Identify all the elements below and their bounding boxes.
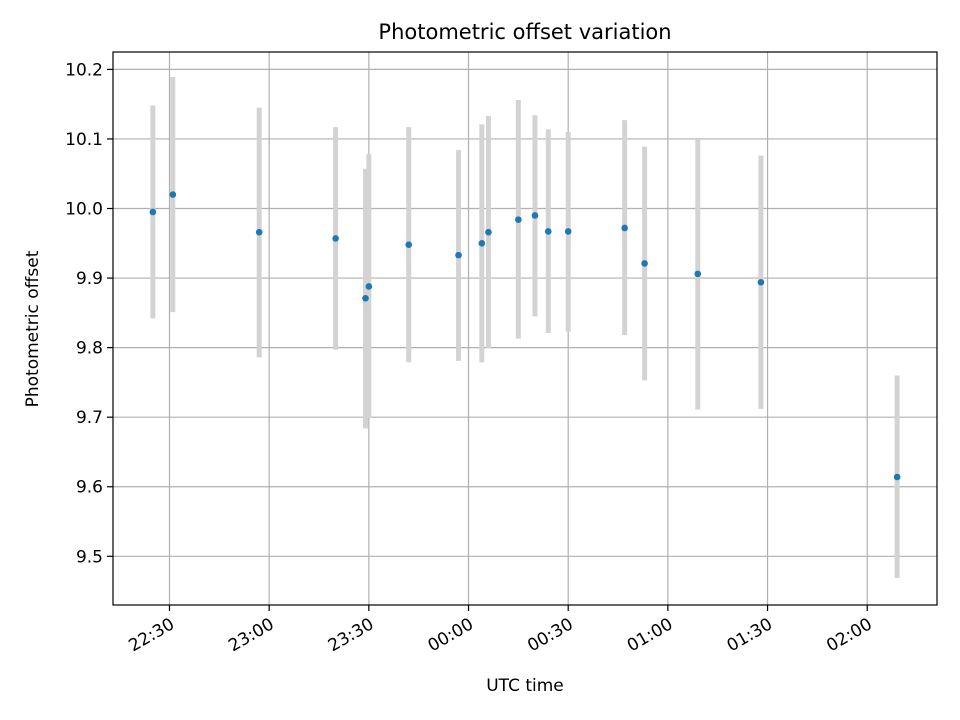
y-tick-label: 10.1	[65, 130, 103, 150]
data-point	[362, 294, 369, 302]
data-point	[485, 228, 492, 236]
data-point	[332, 235, 339, 242]
data-point	[531, 212, 539, 219]
x-tick-label: 00:00	[425, 614, 477, 656]
chart-title: Photometric offset variation	[378, 20, 671, 44]
x-tick-label: 00:30	[524, 614, 576, 656]
data-point	[169, 191, 177, 198]
x-tick-label: 01:00	[624, 614, 676, 656]
y-tick-label: 10.2	[65, 60, 103, 80]
x-tick-label: 02:00	[823, 614, 875, 656]
y-tick-label: 9.9	[76, 269, 103, 289]
x-axis-ticks: 22:30 23:00 23:30 00:00 00:30 01:00 01:30 02:00	[126, 605, 876, 656]
data-point	[564, 228, 572, 235]
data-point	[893, 473, 901, 481]
x-tick-label: 23:00	[225, 614, 277, 656]
y-tick-label: 9.8	[76, 339, 103, 359]
grid	[113, 52, 937, 605]
y-axis-ticks: 9.5 9.6 9.7 9.8 9.9 10.0 10.1 10.2	[65, 60, 113, 567]
data-points	[149, 191, 901, 481]
data-point	[478, 239, 486, 247]
y-tick-label: 9.7	[76, 408, 103, 428]
data-point	[149, 208, 157, 216]
data-point	[455, 251, 462, 259]
x-tick-label: 23:30	[325, 614, 377, 656]
y-tick-label: 9.6	[76, 478, 103, 498]
data-point	[621, 224, 628, 232]
error-bars	[150, 77, 900, 578]
data-point	[365, 283, 373, 290]
data-point	[641, 260, 648, 267]
data-point	[694, 270, 702, 278]
plot-frame	[112, 51, 938, 606]
y-tick-label: 10.0	[65, 200, 103, 220]
data-point	[255, 228, 263, 236]
y-axis-label: Photometric offset	[23, 250, 43, 407]
x-axis-label: UTC time	[486, 676, 564, 696]
data-point	[757, 278, 765, 286]
y-tick-label: 9.5	[76, 547, 103, 567]
data-point	[544, 228, 552, 235]
x-tick-label: 01:30	[724, 614, 776, 656]
x-tick-label: 22:30	[126, 614, 178, 656]
data-point	[405, 241, 413, 248]
data-point	[515, 216, 522, 223]
